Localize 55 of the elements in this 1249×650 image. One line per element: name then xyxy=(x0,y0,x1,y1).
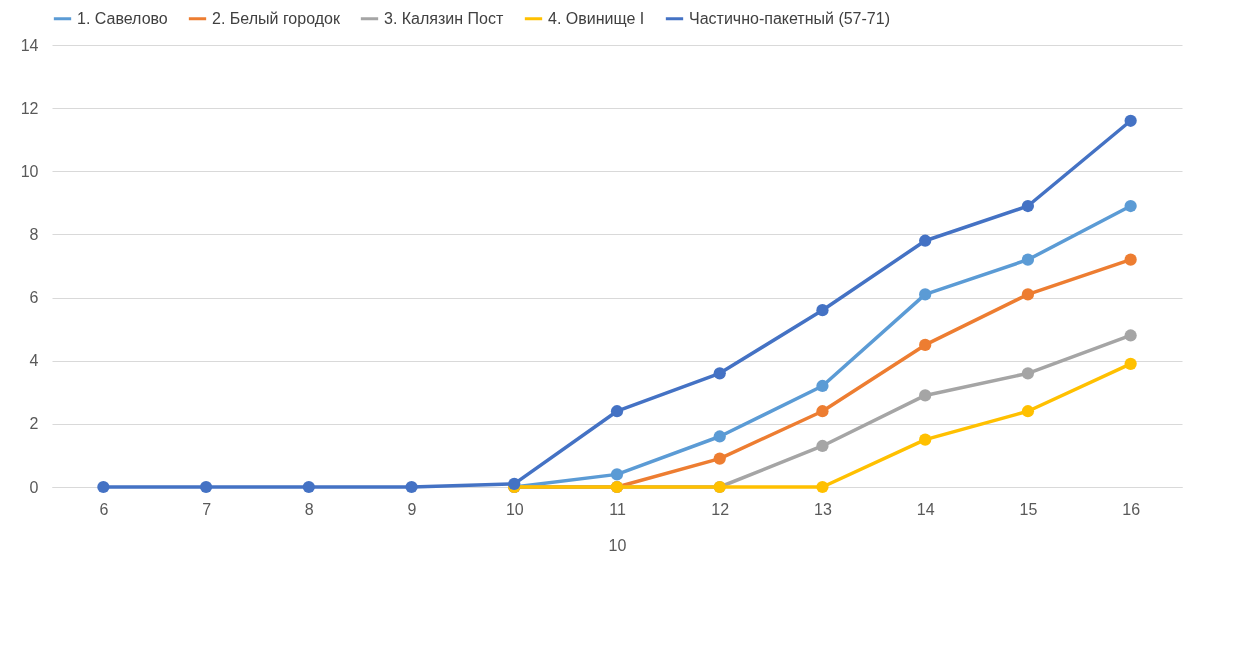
point xyxy=(1021,405,1035,418)
y-tick-label: 10 xyxy=(20,162,39,180)
point xyxy=(1021,253,1035,266)
point xyxy=(1021,288,1035,301)
point xyxy=(199,480,213,494)
legend-label: 1. Савелово xyxy=(77,9,168,27)
point xyxy=(713,430,726,443)
point xyxy=(1124,253,1137,266)
y-tick-label: 14 xyxy=(20,36,39,54)
y-tick-label: 2 xyxy=(29,415,39,433)
x-axis-title: 10 xyxy=(608,536,627,554)
point xyxy=(1124,199,1137,213)
point xyxy=(302,480,315,494)
y-tick-label: 12 xyxy=(20,99,39,117)
point xyxy=(1124,114,1137,127)
x-tick-label: 12 xyxy=(711,500,730,518)
point xyxy=(919,389,932,402)
x-tick-label: 10 xyxy=(505,500,524,518)
point xyxy=(816,405,829,418)
legend-label: Частично-пакетный (57-71) xyxy=(689,9,890,27)
point xyxy=(919,288,932,301)
x-tick-label: 13 xyxy=(814,500,832,518)
x-tick-label: 9 xyxy=(407,500,417,518)
point xyxy=(610,405,624,418)
point xyxy=(713,452,726,465)
point xyxy=(1124,329,1137,342)
x-tick-label: 6 xyxy=(99,500,109,518)
point xyxy=(508,477,521,490)
y-tick-label: 6 xyxy=(29,289,39,307)
point xyxy=(816,439,829,453)
point xyxy=(1021,367,1035,380)
point xyxy=(919,234,932,247)
point xyxy=(816,379,829,393)
x-tick-label: 11 xyxy=(609,500,626,518)
x-tick-label: 15 xyxy=(1019,500,1038,518)
point xyxy=(919,338,932,352)
point xyxy=(816,480,829,494)
point xyxy=(1021,199,1035,213)
point xyxy=(713,367,726,380)
point xyxy=(97,480,110,494)
x-tick-label: 8 xyxy=(304,500,314,518)
legend-label: 2. Белый городок xyxy=(212,9,341,27)
point xyxy=(610,468,624,481)
y-tick-label: 0 xyxy=(29,478,39,496)
point xyxy=(405,480,418,494)
legend-label: 3. Калязин Пост xyxy=(384,9,504,27)
x-tick-label: 14 xyxy=(916,500,935,518)
point xyxy=(816,304,829,317)
legend-label: 4. Овинище I xyxy=(548,9,645,27)
y-tick-label: 8 xyxy=(29,225,39,243)
x-tick-label: 16 xyxy=(1122,500,1141,518)
point xyxy=(919,433,932,446)
point xyxy=(1124,357,1137,370)
x-tick-label: 7 xyxy=(202,500,212,518)
y-tick-label: 4 xyxy=(29,352,39,370)
